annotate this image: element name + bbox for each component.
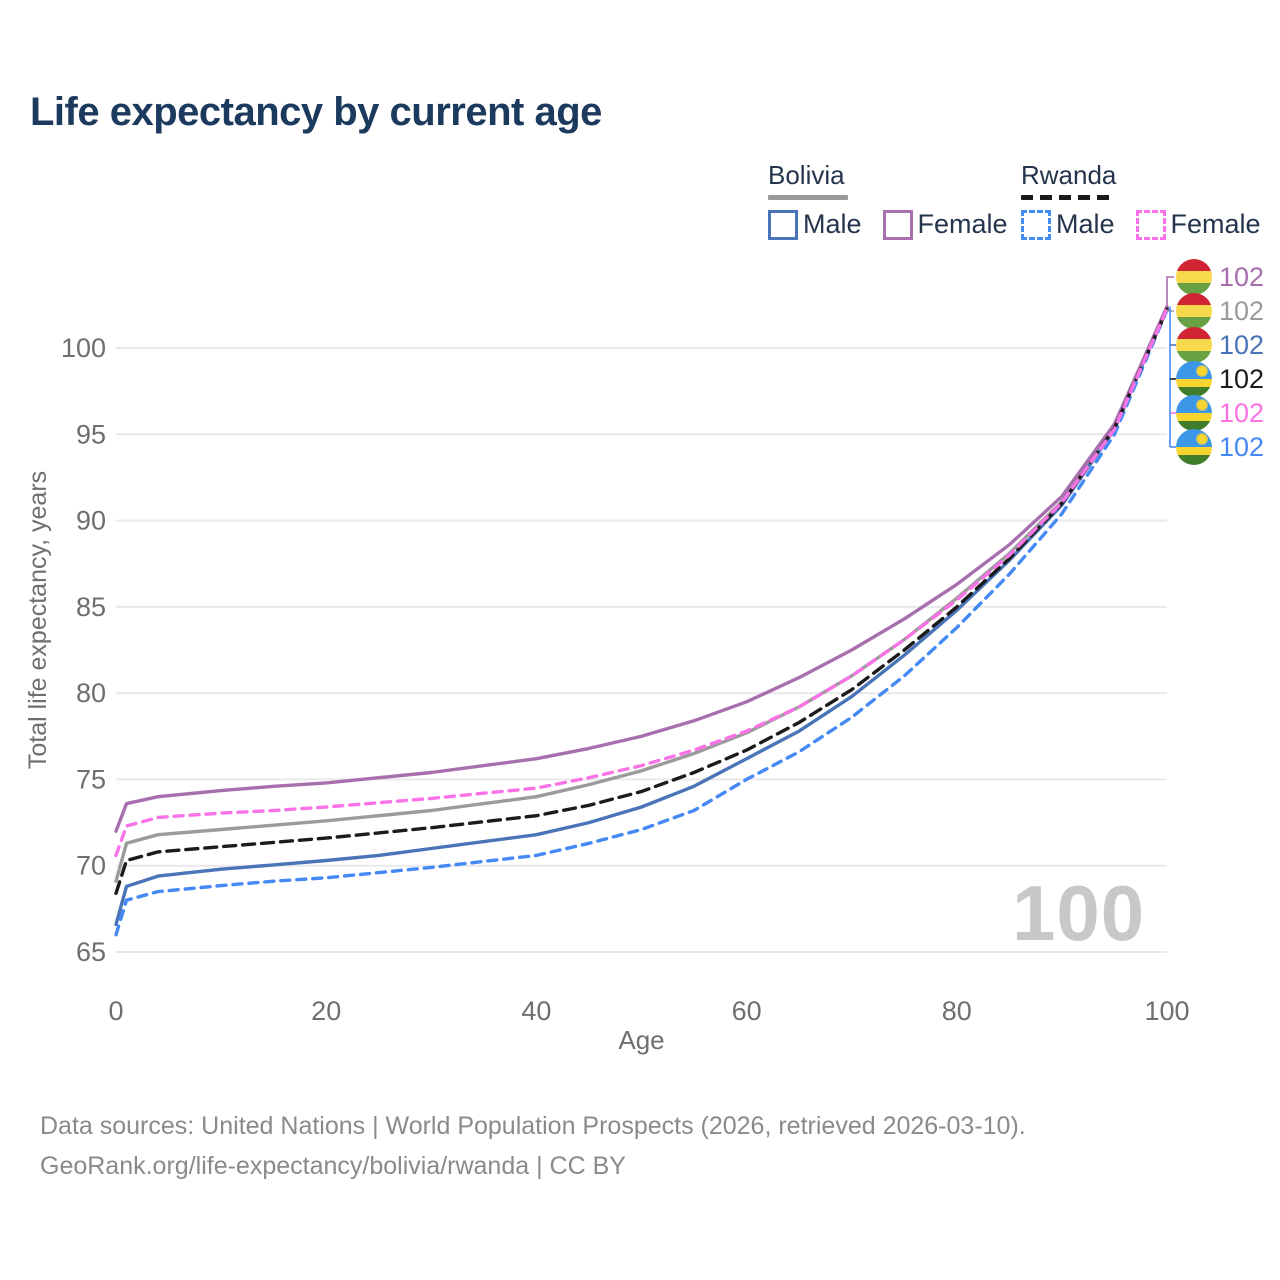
bolivia-line-style-sample [768,195,848,200]
y-tick-label-85: 85 [76,592,106,622]
bolivia-flag-icon [1176,293,1212,329]
legend-item-bolivia-male[interactable]: Male [768,209,862,240]
end-value: 102 [1219,296,1265,326]
x-tick-label-100: 100 [1144,996,1189,1026]
end-label-bolivia-female[interactable]: 102 [1176,259,1264,295]
legend-item-bolivia-female[interactable]: Female [882,209,1008,240]
bolivia-flag-icon [1176,259,1212,295]
x-tick-label-0: 0 [108,996,123,1026]
y-tick-label-70: 70 [76,851,106,881]
end-value: 102 [1219,364,1265,394]
x-tick-label-80: 80 [942,996,972,1026]
legend-group-bolivia: Bolivia Male Female [768,160,1008,240]
y-tick-label-75: 75 [76,764,106,794]
y-tick-label-100: 100 [61,333,106,363]
end-value: 102 [1219,330,1265,360]
bolivia-female-swatch-icon [882,209,913,240]
end-label-bolivia-male[interactable]: 102 [1176,327,1264,363]
page-title: Life expectancy by current age [30,90,602,134]
y-tick-label-65: 65 [76,937,106,967]
rwanda-flag-icon [1176,429,1212,465]
rwanda-female-swatch-icon [1135,209,1166,240]
rwanda-flag-icon [1176,361,1212,397]
rwanda-male-swatch-icon [1021,209,1051,240]
x-axis-title: Age [618,1025,664,1055]
legend-country-rwanda[interactable]: Rwanda [1021,160,1117,190]
end-value: 102 [1219,262,1265,292]
end-value: 102 [1219,432,1265,462]
y-tick-label-80: 80 [76,678,106,708]
end-label-rwanda[interactable]: 102 [1176,361,1264,397]
series-line-bolivia[interactable] [114,305,1169,883]
legend-item-label: Male [1056,209,1115,239]
legend-country-bolivia[interactable]: Bolivia [768,160,845,190]
x-tick-label-60: 60 [732,996,762,1026]
y-axis-title: Total life expectancy, years [24,471,52,769]
footer-line-2: GeoRank.org/life-expectancy/bolivia/rwan… [40,1152,626,1180]
age-watermark: 100 [1012,869,1146,957]
bolivia-flag-icon [1176,327,1212,363]
x-tick-label-20: 20 [311,996,341,1026]
y-tick-label-95: 95 [76,419,106,449]
series-line-rwanda-female[interactable] [114,307,1169,858]
data-source-note: Data sources: United Nations | World Pop… [40,1106,1026,1186]
legend-item-rwanda-female[interactable]: Female [1135,209,1261,240]
y-tick-label-90: 90 [76,506,106,536]
end-label-rwanda-female[interactable]: 102 [1176,395,1264,431]
legend-item-label: Male [803,209,862,239]
legend-group-rwanda: Rwanda Male Female [1021,160,1261,240]
series-line-bolivia-female[interactable] [114,304,1169,833]
rwanda-line-style-sample [1021,195,1113,200]
footer-line-1: Data sources: United Nations | World Pop… [40,1112,1026,1140]
legend-item-rwanda-male[interactable]: Male [1021,209,1115,240]
end-label-rwanda-male[interactable]: 102 [1176,429,1264,465]
end-value: 102 [1219,398,1265,428]
series-line-rwanda[interactable] [114,307,1169,895]
legend-item-label: Female [917,209,1008,239]
bolivia-male-swatch-icon [768,209,798,240]
legend-item-label: Female [1170,209,1261,239]
rwanda-flag-icon [1176,395,1212,431]
leader-line-bolivia-female [1166,276,1174,307]
end-label-bolivia[interactable]: 102 [1176,293,1264,329]
x-tick-label-40: 40 [521,996,551,1026]
series-line-bolivia-male[interactable] [114,306,1169,927]
series-line-rwanda-male[interactable] [114,308,1169,937]
